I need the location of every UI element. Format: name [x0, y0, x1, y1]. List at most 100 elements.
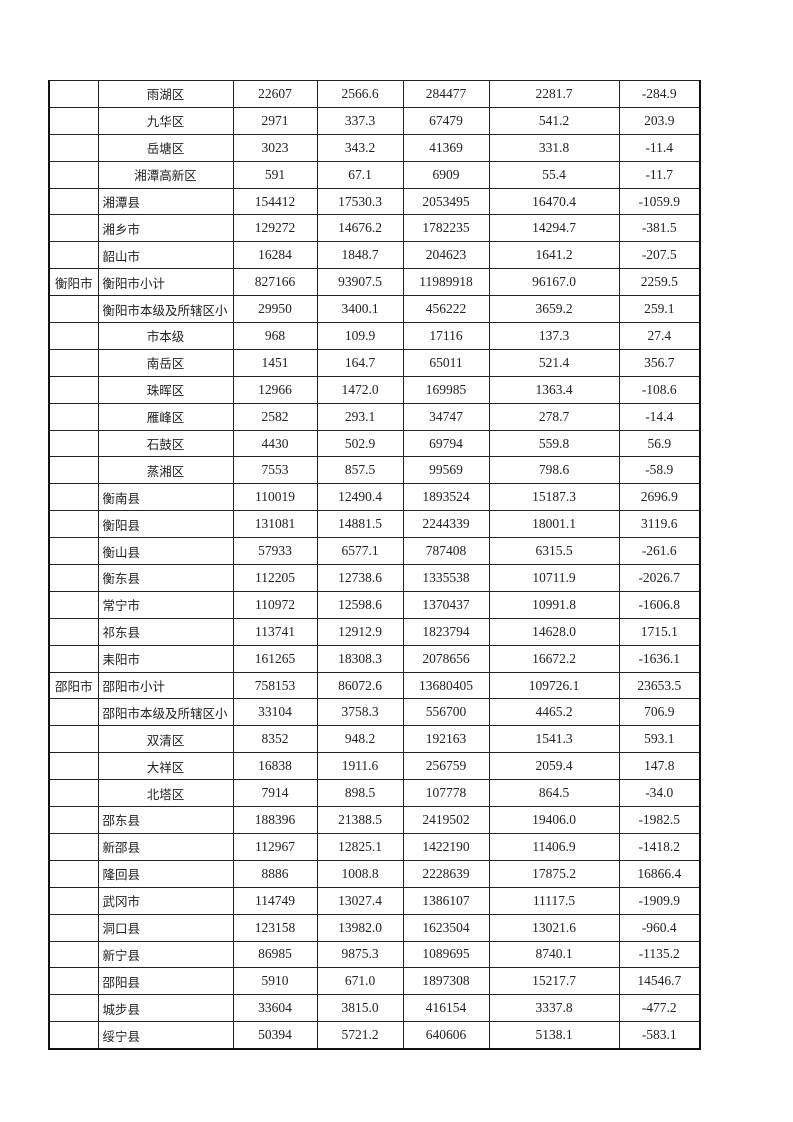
value-cell-5: -1982.5: [618, 806, 701, 834]
value-cell-3: 13680405: [402, 671, 490, 700]
region-name-cell: 珠晖区: [97, 375, 234, 404]
region-name-cell: 隆回县: [97, 859, 234, 888]
city-cell: [48, 456, 99, 485]
city-cell: [48, 617, 99, 646]
value-cell-3: 284477: [402, 80, 490, 108]
region-name-cell: 湘潭县: [97, 187, 234, 216]
value-cell-3: 2078656: [402, 644, 490, 673]
city-cell: [48, 859, 99, 888]
value-cell-1: 968: [232, 322, 318, 350]
value-cell-1: 112205: [232, 564, 318, 592]
value-cell-5: -1909.9: [618, 886, 701, 915]
value-cell-3: 17116: [402, 322, 490, 350]
value-cell-5: -1418.2: [618, 832, 701, 861]
value-cell-4: 19406.0: [488, 806, 620, 834]
value-cell-2: 18308.3: [316, 644, 404, 673]
value-cell-1: 1451: [232, 348, 318, 377]
value-cell-5: -207.5: [618, 241, 701, 270]
value-cell-2: 12912.9: [316, 617, 404, 646]
value-cell-5: -381.5: [618, 214, 701, 243]
table-row: 邵阳市本级及所辖区小 33104 3758.3 556700 4465.2 706.9: [48, 698, 701, 727]
value-cell-1: 112967: [232, 832, 318, 861]
region-name-cell: 邵东县: [97, 806, 234, 834]
table-row: 衡阳县 131081 14881.5 2244339 18001.1 3119.6: [48, 510, 701, 539]
value-cell-5: 3119.6: [618, 510, 701, 539]
table-row: 常宁市 110972 12598.6 1370437 10991.8 -1606.8: [48, 590, 701, 619]
region-name-cell: 衡山县: [97, 537, 234, 566]
value-cell-4: 15187.3: [488, 483, 620, 512]
region-name-cell: 韶山市: [97, 241, 234, 270]
value-cell-2: 1911.6: [316, 752, 404, 781]
value-cell-5: 259.1: [618, 295, 701, 324]
city-cell: [48, 187, 99, 216]
value-cell-3: 1823794: [402, 617, 490, 646]
value-cell-2: 12598.6: [316, 590, 404, 619]
value-cell-5: 1715.1: [618, 617, 701, 646]
value-cell-4: 3659.2: [488, 295, 620, 324]
city-cell: [48, 537, 99, 566]
value-cell-4: 541.2: [488, 106, 620, 135]
value-cell-2: 17530.3: [316, 187, 404, 216]
table-row: 湘潭高新区 591 67.1 6909 55.4 -11.7: [48, 160, 701, 189]
value-cell-2: 6577.1: [316, 537, 404, 566]
value-cell-5: 147.8: [618, 752, 701, 781]
value-cell-2: 948.2: [316, 725, 404, 754]
region-name-cell: 绥宁县: [97, 1021, 234, 1050]
city-cell: [48, 725, 99, 754]
table-row: 邵阳县 5910 671.0 1897308 15217.7 14546.7: [48, 967, 701, 996]
value-cell-5: -58.9: [618, 456, 701, 485]
table-row: 雁峰区 2582 293.1 34747 278.7 -14.4: [48, 402, 701, 431]
value-cell-3: 169985: [402, 375, 490, 404]
value-cell-5: -960.4: [618, 913, 701, 942]
city-cell: [48, 348, 99, 377]
value-cell-3: 1422190: [402, 832, 490, 861]
region-name-cell: 衡阳市小计: [97, 268, 234, 297]
table-row: 雨湖区 22607 2566.6 284477 2281.7 -284.9: [48, 80, 701, 108]
value-cell-5: 2696.9: [618, 483, 701, 512]
value-cell-1: 22607: [232, 80, 318, 108]
value-cell-3: 1335538: [402, 564, 490, 592]
table-row: 南岳区 1451 164.7 65011 521.4 356.7: [48, 348, 701, 377]
value-cell-2: 857.5: [316, 456, 404, 485]
value-cell-3: 640606: [402, 1021, 490, 1050]
value-cell-3: 1623504: [402, 913, 490, 942]
value-cell-2: 337.3: [316, 106, 404, 135]
value-cell-1: 113741: [232, 617, 318, 646]
value-cell-3: 256759: [402, 752, 490, 781]
table-row: 耒阳市 161265 18308.3 2078656 16672.2 -1636.1: [48, 644, 701, 673]
value-cell-1: 12966: [232, 375, 318, 404]
value-cell-3: 41369: [402, 133, 490, 162]
city-cell: [48, 510, 99, 539]
table-row: 石鼓区 4430 502.9 69794 559.8 56.9: [48, 429, 701, 458]
region-name-cell: 北塔区: [97, 779, 234, 808]
value-cell-5: 2259.5: [618, 268, 701, 297]
value-cell-4: 1363.4: [488, 375, 620, 404]
value-cell-2: 86072.6: [316, 671, 404, 700]
value-cell-5: 16866.4: [618, 859, 701, 888]
value-cell-2: 502.9: [316, 429, 404, 458]
city-cell: [48, 80, 99, 108]
value-cell-5: -583.1: [618, 1021, 701, 1050]
value-cell-5: 14546.7: [618, 967, 701, 996]
value-cell-4: 521.4: [488, 348, 620, 377]
city-cell: [48, 322, 99, 350]
value-cell-4: 1641.2: [488, 241, 620, 270]
region-name-cell: 雁峰区: [97, 402, 234, 431]
value-cell-3: 2244339: [402, 510, 490, 539]
value-cell-1: 131081: [232, 510, 318, 539]
city-cell: [48, 295, 99, 324]
region-name-cell: 武冈市: [97, 886, 234, 915]
city-cell: [48, 483, 99, 512]
value-cell-2: 5721.2: [316, 1021, 404, 1050]
value-cell-3: 416154: [402, 994, 490, 1023]
table-row: 蒸湘区 7553 857.5 99569 798.6 -58.9: [48, 456, 701, 485]
value-cell-2: 9875.3: [316, 940, 404, 969]
city-cell: [48, 832, 99, 861]
value-cell-5: -261.6: [618, 537, 701, 566]
region-name-cell: 市本级: [97, 322, 234, 350]
value-cell-1: 3023: [232, 133, 318, 162]
value-cell-2: 164.7: [316, 348, 404, 377]
value-cell-4: 6315.5: [488, 537, 620, 566]
region-name-cell: 湘乡市: [97, 214, 234, 243]
city-cell: [48, 375, 99, 404]
